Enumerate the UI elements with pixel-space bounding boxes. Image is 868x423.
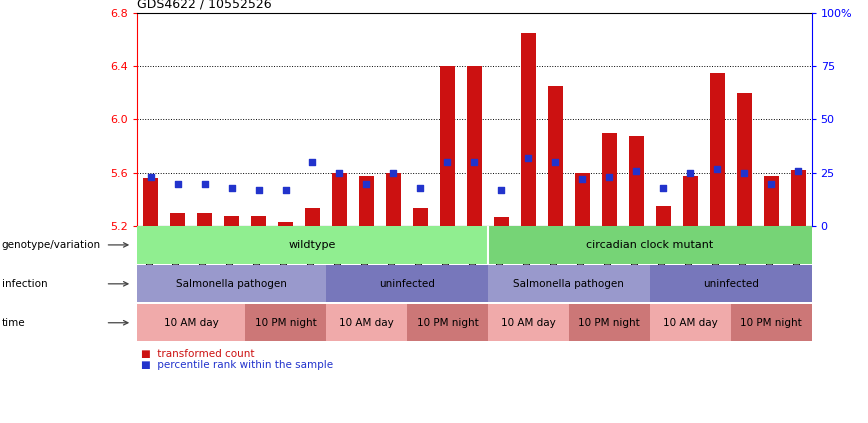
Point (683, 170, 697, 176)
Bar (602, 133, 616, 226)
Bar (650, 304, 731, 341)
Bar (791, 170, 806, 226)
Text: 10 AM day: 10 AM day (339, 318, 394, 328)
Bar (326, 265, 488, 302)
Bar (488, 304, 569, 341)
Point (495, 187, 509, 193)
Bar (137, 226, 488, 264)
Bar (413, 208, 428, 226)
Text: infection: infection (2, 279, 48, 289)
Bar (278, 222, 293, 226)
Bar (650, 265, 812, 302)
Bar (656, 206, 671, 226)
Bar (521, 33, 536, 226)
Bar (467, 66, 482, 226)
Text: ■  transformed count: ■ transformed count (141, 349, 255, 359)
Bar (143, 178, 158, 226)
Bar (170, 213, 185, 226)
Point (764, 180, 778, 187)
Point (359, 180, 373, 187)
Point (198, 180, 212, 187)
Point (332, 170, 346, 176)
Bar (683, 176, 698, 226)
Text: Salmonella pathogen: Salmonella pathogen (176, 279, 287, 289)
Point (602, 174, 616, 181)
Bar (407, 304, 488, 341)
Bar (305, 208, 320, 226)
Bar (359, 176, 374, 226)
Point (737, 170, 751, 176)
Bar (251, 216, 266, 226)
Text: 10 PM night: 10 PM night (578, 318, 640, 328)
Bar (137, 304, 245, 341)
Point (306, 159, 319, 166)
Text: Salmonella pathogen: Salmonella pathogen (513, 279, 624, 289)
Bar (764, 176, 779, 226)
Bar (137, 265, 326, 302)
Point (791, 168, 805, 174)
Text: 10 PM night: 10 PM night (740, 318, 802, 328)
Bar (326, 304, 407, 341)
Point (440, 159, 454, 166)
Bar (386, 173, 401, 226)
Text: uninfected: uninfected (703, 279, 759, 289)
Point (629, 168, 643, 174)
Bar (440, 66, 455, 226)
Bar (224, 216, 239, 226)
Bar (488, 265, 650, 302)
Point (656, 184, 670, 191)
Bar (494, 217, 509, 226)
Bar (488, 226, 812, 264)
Bar (197, 213, 212, 226)
Text: 10 AM day: 10 AM day (501, 318, 556, 328)
Point (413, 184, 427, 191)
Text: GDS4622 / 10552526: GDS4622 / 10552526 (137, 0, 272, 10)
Point (549, 159, 562, 166)
Point (252, 187, 266, 193)
Text: 10 PM night: 10 PM night (417, 318, 478, 328)
Point (171, 180, 185, 187)
Text: uninfected: uninfected (379, 279, 435, 289)
Bar (245, 304, 326, 341)
Point (467, 159, 481, 166)
Text: 10 AM day: 10 AM day (663, 318, 718, 328)
Text: circadian clock mutant: circadian clock mutant (586, 240, 713, 250)
Point (225, 184, 239, 191)
Bar (628, 135, 644, 226)
Point (710, 165, 724, 172)
Text: 10 PM night: 10 PM night (254, 318, 317, 328)
Bar (548, 86, 562, 226)
Point (144, 174, 158, 181)
Point (575, 176, 589, 183)
Text: 10 AM day: 10 AM day (164, 318, 219, 328)
Bar (710, 73, 725, 226)
Text: genotype/variation: genotype/variation (2, 240, 101, 250)
Text: ■  percentile rank within the sample: ■ percentile rank within the sample (141, 360, 333, 370)
Text: wildtype: wildtype (289, 240, 336, 250)
Bar (569, 304, 650, 341)
Point (386, 170, 400, 176)
Bar (332, 173, 347, 226)
Point (279, 187, 293, 193)
Text: time: time (2, 318, 25, 328)
Point (522, 154, 536, 161)
Bar (731, 304, 812, 341)
Bar (575, 173, 589, 226)
Bar (737, 93, 752, 226)
